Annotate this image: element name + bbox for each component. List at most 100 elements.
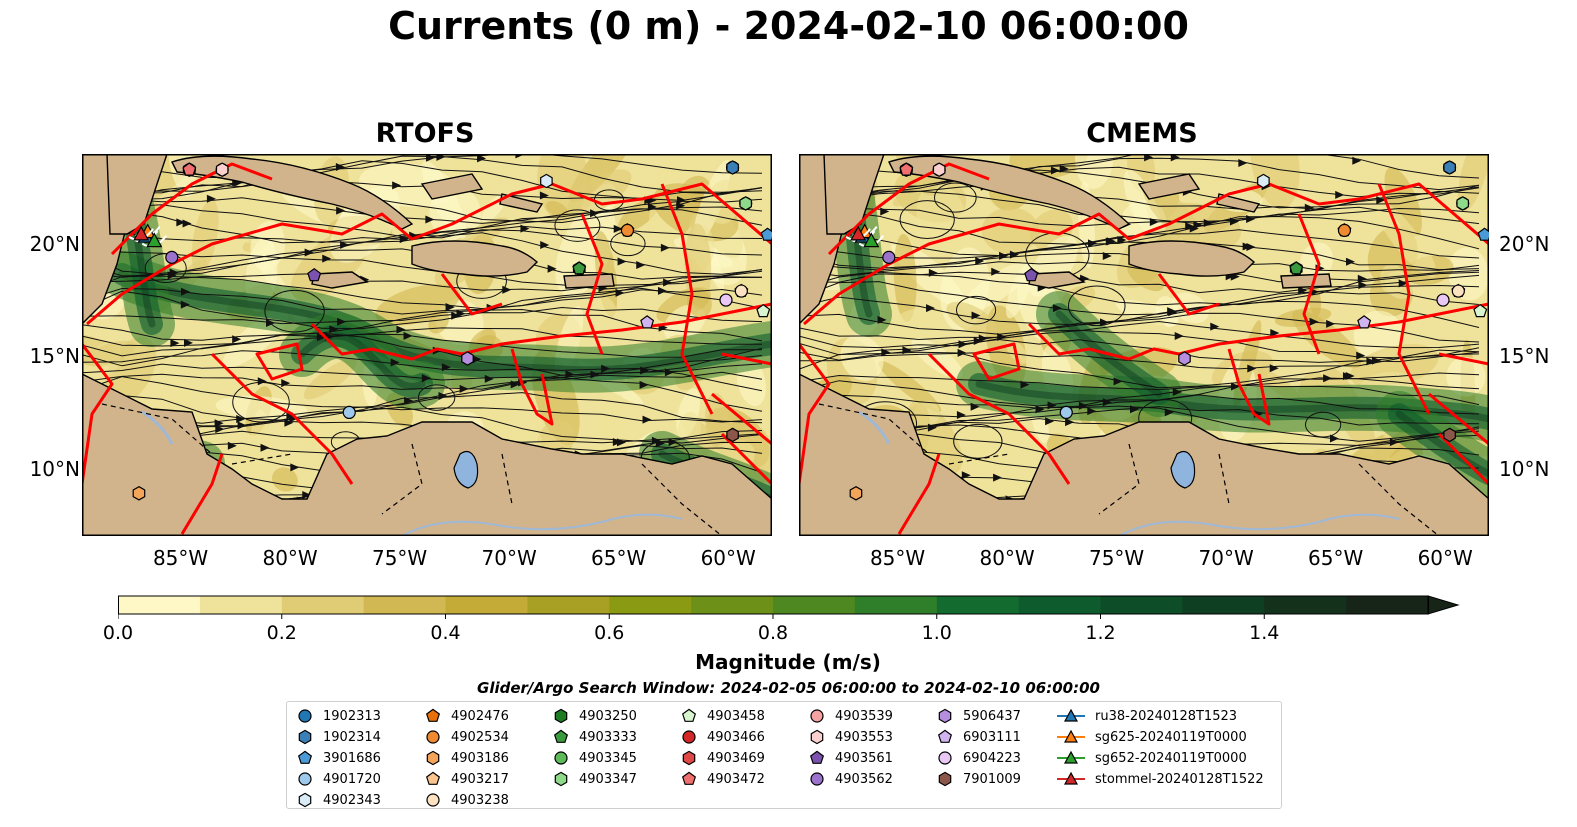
xtick-label: 70°W — [1198, 546, 1254, 570]
float-6903111[interactable] — [640, 315, 655, 329]
colorbar-segment — [527, 596, 610, 614]
legend-entry: 4903539 — [809, 706, 893, 726]
legend-entry: 4903553 — [809, 727, 893, 747]
float-legend-marker — [681, 708, 697, 722]
xtick-label: 75°W — [1088, 546, 1145, 570]
float-legend-marker — [298, 772, 312, 786]
float-legend-marker — [682, 730, 696, 744]
float-4903458[interactable] — [756, 303, 771, 318]
float-4902534[interactable] — [1337, 223, 1352, 238]
colorbar-tick-label: 1.2 — [1085, 622, 1116, 644]
legend-label: 4902343 — [323, 792, 381, 808]
colorbar-segment — [609, 596, 692, 614]
glider-legend-marker — [1057, 708, 1085, 722]
float-3901686[interactable] — [760, 227, 772, 241]
search-window-text: Glider/Argo Search Window: 2024-02-05 06… — [477, 679, 1100, 697]
float-legend-marker — [298, 792, 312, 808]
float-6904223[interactable] — [1436, 293, 1450, 307]
colorbar-tick-label: 1.0 — [921, 622, 952, 644]
float-4903561[interactable] — [307, 267, 322, 282]
float-legend-marker — [298, 729, 312, 745]
float-3901686[interactable] — [1477, 227, 1489, 241]
legend-entry: sg652-20240119T0000 — [1057, 748, 1247, 768]
glider-legend-marker — [1057, 729, 1085, 743]
float-4903347[interactable] — [739, 196, 753, 211]
float-4903333[interactable] — [1289, 261, 1304, 275]
float-4903561[interactable] — [1024, 267, 1039, 282]
float-7901009[interactable] — [1443, 427, 1456, 443]
float-legend-marker — [681, 771, 697, 785]
float-4903186[interactable] — [132, 486, 146, 501]
float-4903553[interactable] — [932, 162, 946, 177]
float-4903562[interactable] — [882, 250, 896, 264]
float-5906437[interactable] — [1178, 351, 1191, 366]
ytick-label: 15°N — [1499, 344, 1550, 369]
float-4903238[interactable] — [734, 284, 748, 298]
xtick-label: 85°W — [152, 546, 209, 570]
legend-label: 4903217 — [451, 771, 509, 787]
legend-entry: stommel-20240128T1522 — [1057, 769, 1264, 789]
legend-label: 4903345 — [579, 750, 637, 766]
float-4903238[interactable] — [1451, 284, 1465, 298]
float-1902314[interactable] — [726, 160, 739, 175]
legend-label: 4903472 — [707, 771, 765, 787]
colorbar-segment — [363, 596, 446, 614]
float-1902314[interactable] — [1443, 160, 1456, 175]
float-4902343[interactable] — [1257, 173, 1270, 189]
legend-entry: 4903217 — [425, 769, 509, 789]
float-4903458[interactable] — [1473, 303, 1488, 318]
legend-entry: 4901720 — [297, 769, 381, 789]
xtick-label: 60°W — [1417, 546, 1473, 570]
cmems-current-map[interactable] — [799, 154, 1489, 536]
rtofs-current-map[interactable] — [82, 154, 772, 536]
glider-legend-marker — [1057, 750, 1085, 764]
float-6903111[interactable] — [1357, 315, 1372, 329]
colorbar-tick-label: 0.6 — [594, 622, 625, 644]
glider-stommel-20240128T1522[interactable] — [133, 225, 150, 241]
legend-entry: 4903469 — [681, 748, 765, 768]
float-4903562[interactable] — [165, 250, 179, 264]
colorbar-segment — [936, 596, 1020, 614]
legend-entry: 6904223 — [937, 748, 1021, 768]
float-6904223[interactable] — [719, 293, 733, 307]
float-4903472[interactable] — [899, 162, 914, 176]
ytick-label: 15°N — [29, 344, 80, 369]
float-4903333[interactable] — [572, 261, 587, 275]
float-4901720[interactable] — [1059, 405, 1073, 420]
legend-entry: 1902313 — [297, 706, 381, 726]
legend-entry: 4902534 — [425, 727, 509, 747]
float-legend-marker — [809, 750, 825, 764]
float-legend-marker — [810, 709, 824, 723]
legend-label: 4903186 — [451, 750, 509, 766]
float-5906437[interactable] — [461, 351, 474, 366]
float-4902534[interactable] — [620, 223, 635, 238]
legend-label: 6904223 — [963, 750, 1021, 766]
colorbar-segment — [199, 596, 283, 614]
legend-entry: 4903333 — [553, 727, 637, 747]
xtick-label: 70°W — [481, 546, 537, 570]
legend-entry: sg625-20240119T0000 — [1057, 727, 1247, 747]
legend-entry: ru38-20240128T1523 — [1057, 706, 1237, 726]
legend-label: 4903333 — [579, 729, 637, 745]
float-legend-marker — [938, 708, 952, 724]
float-legend-marker — [554, 708, 568, 724]
float-4902343[interactable] — [540, 173, 553, 189]
legend-label: 4901720 — [323, 771, 381, 787]
glider-stommel-20240128T1522[interactable] — [850, 225, 867, 241]
glider-sg652-20240119T0000[interactable] — [146, 232, 163, 248]
legend-entry: 5906437 — [937, 706, 1021, 726]
ytick-label: 10°N — [29, 456, 80, 481]
float-legend-marker — [426, 730, 440, 744]
float-4901720[interactable] — [342, 405, 356, 420]
float-legend-marker — [810, 729, 824, 745]
legend-entry: 4903186 — [425, 748, 509, 768]
float-4903347[interactable] — [1456, 196, 1470, 211]
glider-sg652-20240119T0000[interactable] — [863, 232, 880, 248]
float-7901009[interactable] — [726, 427, 739, 443]
xtick-label: 75°W — [371, 546, 428, 570]
float-4903553[interactable] — [215, 162, 229, 177]
legend-entry: 4902476 — [425, 706, 509, 726]
float-4903186[interactable] — [849, 486, 863, 501]
float-4903472[interactable] — [182, 162, 197, 176]
float-legend-marker — [553, 729, 569, 743]
